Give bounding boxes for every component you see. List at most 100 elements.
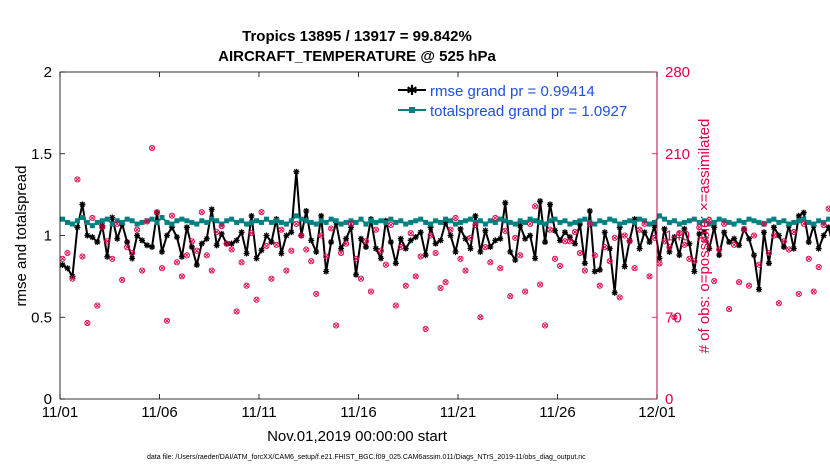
rmse-point <box>805 239 812 246</box>
obs-possible-marker <box>626 238 633 245</box>
rmse-point <box>422 252 429 259</box>
totalspread-point <box>462 218 468 224</box>
obs-possible-marker <box>243 282 250 289</box>
totalspread-point <box>418 216 424 222</box>
obs-assimilated-marker <box>597 283 603 289</box>
obs-assimilated-marker <box>512 235 518 241</box>
rmse-point <box>467 245 474 252</box>
obs-possible-marker <box>158 265 166 272</box>
obs-possible-marker <box>248 230 255 237</box>
rmse-point <box>711 224 718 231</box>
obs-possible-marker <box>407 230 414 237</box>
obs-assimilated-marker <box>592 253 598 258</box>
obs-possible-marker <box>790 228 797 236</box>
data-file-footnote: data file: /Users/raeder/DAI/ATM_forcXX/… <box>147 454 586 461</box>
obs-assimilated-marker <box>701 237 707 243</box>
obs-assimilated-marker <box>527 221 533 227</box>
rmse-point <box>268 239 275 246</box>
obs-possible-marker <box>492 214 499 222</box>
obs-possible-marker <box>507 293 514 300</box>
obs-possible-marker <box>278 226 285 233</box>
obs-possible-marker <box>711 277 718 285</box>
totalspread-point <box>567 221 573 227</box>
totalspread-point <box>502 218 508 224</box>
obs-assimilated-marker <box>682 242 687 248</box>
obs-assimilated-marker <box>642 221 647 227</box>
obs-possible-marker <box>362 238 370 245</box>
rmse-point <box>387 239 394 246</box>
obs-assimilated-marker <box>323 254 329 259</box>
totalspread-point <box>557 219 563 225</box>
obs-assimilated-marker <box>219 223 225 229</box>
rmse-point <box>626 237 633 244</box>
y-left-tick-label: 0.5 <box>31 309 52 326</box>
legend-spread-label: totalspread grand pr = 1.0927 <box>430 103 627 120</box>
obs-assimilated-marker <box>761 221 767 227</box>
obs-possible-marker <box>576 249 583 257</box>
rmse-point <box>601 229 608 236</box>
obs-assimilated-marker <box>567 239 573 244</box>
rmse-point <box>228 240 235 247</box>
obs-possible-marker <box>706 217 713 224</box>
rmse-point <box>407 237 414 244</box>
obs-assimilated-marker <box>617 295 623 300</box>
totalspread-point <box>154 219 160 225</box>
totalspread-point <box>209 216 215 222</box>
obs-assimilated-marker <box>199 209 205 215</box>
ticks-layer: 11/01 11/06 11/11 11/16 11/21 11/26 12/0100.51… <box>31 64 690 421</box>
rmse-point <box>780 243 787 250</box>
y-right-tick-label: 210 <box>665 146 690 163</box>
rmse-point <box>691 268 698 275</box>
obs-assimilated-marker <box>413 274 419 279</box>
obs-possible-marker <box>517 252 524 259</box>
obs-assimilated-marker <box>537 282 543 287</box>
obs-assimilated-marker <box>119 277 125 283</box>
obs-possible-marker <box>114 220 121 227</box>
totalspread-point <box>278 219 284 225</box>
obs-assimilated-marker <box>279 227 284 232</box>
totalspread-point <box>482 221 488 227</box>
rmse-point <box>278 250 285 257</box>
obs-assimilated-marker <box>577 250 583 256</box>
totalspread-point <box>726 219 732 225</box>
obs-possible-marker <box>64 249 71 257</box>
obs-assimilated-marker <box>129 250 135 256</box>
totalspread-point <box>666 219 672 225</box>
totalspread-point <box>686 218 692 224</box>
obs-assimilated-marker <box>672 314 677 320</box>
obs-possible-marker <box>124 244 131 251</box>
obs-possible-marker <box>641 220 648 227</box>
totalspread-point <box>79 215 85 221</box>
obs-assimilated-marker <box>517 253 523 258</box>
rmse-point <box>795 212 802 219</box>
totalspread-point <box>656 213 662 219</box>
obs-possible-marker <box>442 279 449 286</box>
obs-possible-marker <box>178 273 185 280</box>
rmse-point <box>661 225 668 232</box>
obs-possible-marker <box>74 176 81 183</box>
rmse-point <box>158 248 165 255</box>
obs-assimilated-marker <box>572 229 578 235</box>
obs-assimilated-marker <box>721 221 727 227</box>
obs-possible-marker <box>551 255 559 262</box>
totalspread-point <box>343 219 349 225</box>
legend-rmse-marker: ✱ <box>406 83 418 99</box>
rmse-point <box>283 232 290 239</box>
rmse-point <box>477 248 484 255</box>
rmse-point <box>362 243 369 250</box>
totalspread-point <box>562 218 568 224</box>
obs-possible-marker <box>716 246 723 253</box>
obs-assimilated-marker <box>139 268 145 273</box>
rmse-point <box>532 255 539 262</box>
obs-assimilated-marker <box>154 209 160 215</box>
obs-assimilated-marker <box>756 262 762 268</box>
totalspread-point <box>751 218 757 224</box>
totalspread-point <box>487 218 493 224</box>
obs-assimilated-marker <box>542 323 548 328</box>
y-right-tick-label: 70 <box>665 309 682 326</box>
obs-possible-marker <box>94 302 101 309</box>
obs-assimilated-marker <box>796 291 802 297</box>
obs-assimilated-marker <box>80 254 85 259</box>
rmse-point <box>576 221 583 228</box>
totalspread-point <box>254 218 260 224</box>
